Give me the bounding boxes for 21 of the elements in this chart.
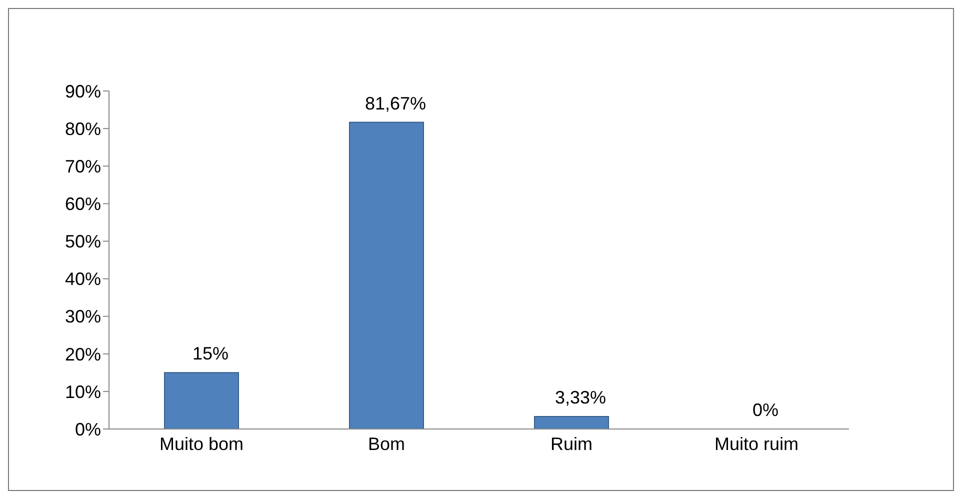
y-tick-label: 30% [64, 306, 101, 327]
data-label: 81,67% [364, 93, 426, 114]
y-tick-label: 70% [64, 156, 101, 176]
y-tick-label: 0% [74, 419, 101, 440]
x-tick-label: Ruim [550, 434, 593, 454]
data-label: 0% [752, 400, 779, 420]
data-label: 15% [192, 344, 229, 364]
y-tick-label: 80% [64, 118, 101, 139]
y-tick-label: 50% [64, 232, 101, 252]
y-tick-label: 20% [64, 344, 101, 364]
x-tick-label: Bom [368, 434, 406, 454]
x-tick-label: Muito ruim [714, 434, 799, 454]
bar [349, 122, 424, 429]
bar [534, 416, 609, 429]
y-tick-label: 10% [64, 382, 101, 402]
x-tick-label: Muito bom [159, 434, 244, 454]
y-tick-label: 90% [64, 81, 101, 102]
y-tick-label: 60% [64, 194, 101, 214]
data-label: 3,33% [554, 387, 606, 408]
y-tick-label: 40% [64, 269, 101, 290]
bar [164, 372, 239, 429]
